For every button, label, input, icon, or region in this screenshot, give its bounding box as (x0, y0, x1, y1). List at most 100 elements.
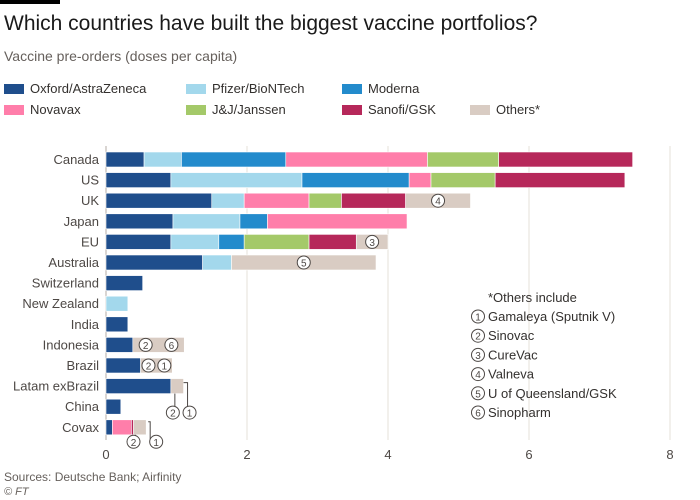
bar-segment (267, 213, 408, 230)
bar-segment (170, 378, 184, 394)
legend-swatch (342, 105, 362, 115)
x-tick-label: 6 (525, 447, 532, 462)
marker-circle (431, 193, 446, 208)
bar-segment (105, 254, 203, 271)
marker-circle (182, 405, 197, 420)
bar-segment (181, 151, 287, 168)
marker-number: 2 (170, 409, 176, 420)
x-axis-ticks: 0 2 4 6 8 (102, 447, 673, 462)
bar-segment (211, 192, 245, 209)
marker-leader (183, 382, 189, 407)
category-label: Canada (53, 152, 99, 167)
bar-segment (243, 192, 310, 209)
bar-segment (105, 398, 122, 415)
legend-swatch (4, 84, 24, 94)
category-label: China (65, 399, 100, 414)
category-labels: Canada US UK Japan EU Australia Switzerland New… (13, 152, 100, 435)
note-number: 5 (475, 389, 481, 400)
bar-segment (308, 234, 357, 250)
x-tick-label: 2 (243, 447, 250, 462)
note-item-label: Valneva (488, 367, 535, 382)
category-label: UK (81, 193, 99, 208)
bar-segment (430, 172, 496, 188)
legend-item-moderna: Moderna (342, 82, 419, 96)
marker-circle (149, 434, 164, 449)
bars (105, 151, 633, 436)
marker-circle (138, 337, 153, 352)
legend-item-sanofi: Sanofi/GSK (342, 103, 436, 117)
note-number: 6 (475, 409, 481, 420)
note-number: 2 (475, 332, 481, 343)
marker-circle (296, 255, 311, 270)
bar-segment (308, 192, 342, 209)
brand-bar (0, 0, 60, 4)
others-note: *Others include 1 Gamaleya (Sputnik V) 2 Si… (471, 290, 617, 420)
marker-number: 3 (369, 238, 375, 249)
note-number: 3 (475, 351, 481, 362)
bar-segment (105, 337, 134, 353)
legend-item-others: Others* (470, 103, 540, 117)
chart-title: Which countries have built the biggest v… (4, 12, 538, 35)
bar-segment (105, 378, 172, 394)
category-label: Australia (48, 255, 99, 270)
bar-segment (498, 151, 633, 168)
bar-segment (172, 213, 241, 230)
marker-number: 5 (301, 259, 307, 270)
bar-segment (105, 192, 213, 209)
copyright-note: © FT (4, 486, 29, 498)
bar-segment (243, 234, 310, 250)
category-label: India (71, 317, 100, 332)
note-number: 1 (475, 313, 481, 324)
bar-segment (218, 234, 245, 250)
legend-label: Pfizer/BioNTech (212, 81, 305, 96)
marker-number: 6 (169, 341, 175, 352)
note-number: 4 (475, 370, 481, 381)
marker-circle (141, 358, 156, 373)
source-note: Sources: Deutsche Bank; Airfinity (4, 470, 182, 484)
x-tick-label: 4 (384, 447, 391, 462)
legend-item-novavax: Novavax (4, 103, 81, 117)
legend-label: Moderna (368, 81, 420, 96)
others-note-title: *Others include (488, 290, 577, 305)
note-circle (471, 328, 485, 343)
legend-label: Sanofi/GSK (368, 102, 436, 117)
x-tick-label: 8 (666, 447, 673, 462)
legend-swatch (470, 105, 490, 115)
marker-number: 1 (162, 362, 168, 373)
marker-circle (165, 405, 180, 420)
category-label: Japan (64, 214, 99, 229)
legend-swatch (186, 84, 206, 94)
category-label: Covax (62, 420, 99, 435)
bar-segment (239, 213, 268, 230)
note-circle (471, 347, 485, 362)
bar-segment (408, 172, 432, 188)
marker-number: 2 (131, 438, 137, 449)
marker-circle (365, 234, 380, 249)
bar-segment (105, 151, 145, 168)
marker-number: 2 (146, 362, 152, 373)
bar-segment (285, 151, 428, 168)
x-tick-label: 0 (102, 447, 109, 462)
bar-segment (131, 419, 134, 436)
legend-swatch (186, 105, 206, 115)
note-circle (471, 309, 485, 324)
note-circle (471, 386, 485, 401)
bar-segment (105, 295, 129, 312)
bar-segment (170, 234, 220, 250)
legend-label: Novavax (30, 102, 81, 117)
bar-segment (427, 151, 499, 168)
bar-segment (105, 275, 143, 291)
bar-segment (105, 316, 129, 333)
marker-number: 4 (435, 197, 441, 208)
bar-segment (143, 151, 182, 168)
category-label: EU (81, 234, 99, 249)
note-item-label: CureVac (488, 347, 538, 362)
marker-leader (148, 421, 151, 440)
category-label: Latam exBrazil (13, 379, 99, 394)
bar-segment (105, 213, 174, 230)
bar-segment (202, 254, 232, 271)
legend-label: J&J/Janssen (212, 102, 286, 117)
bar-segment (301, 172, 410, 188)
legend-item-jj: J&J/Janssen (186, 103, 286, 117)
